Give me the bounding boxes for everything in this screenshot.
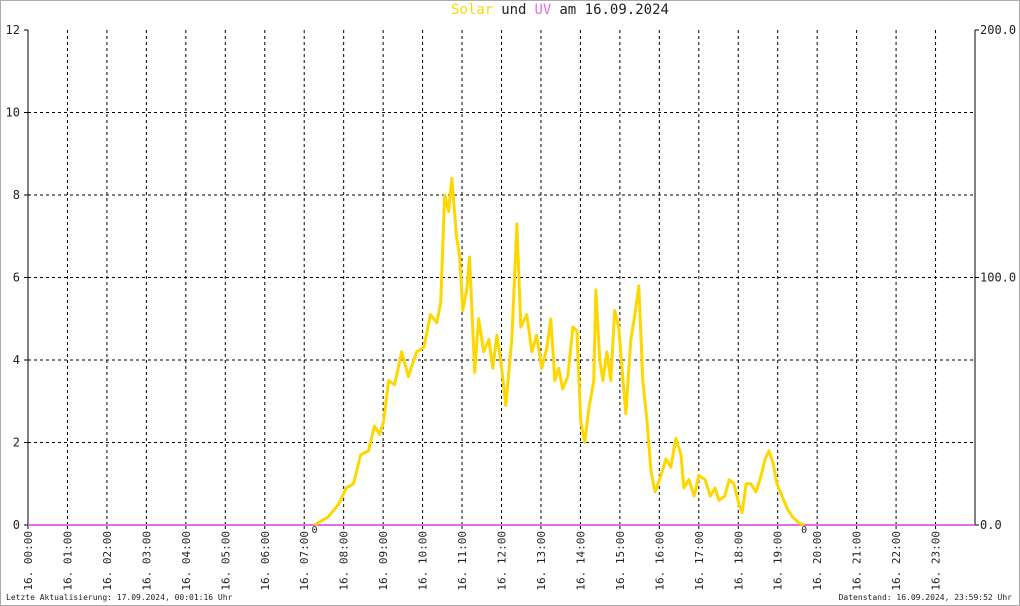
footer-left: Letzte Aktualisierung: 17.09.2024, 00:01… — [6, 593, 233, 602]
y-tick-label: 10 — [6, 106, 20, 120]
x-tick-label: 16. 19:00 — [772, 531, 785, 591]
x-tick-label: 16. 14:00 — [574, 531, 587, 591]
annotation: 0 — [311, 525, 317, 536]
y2-tick-label: 200.0 — [980, 23, 1016, 37]
x-tick-label: 16. 16:00 — [653, 531, 666, 591]
chart-title: Solar und UV am 16.09.2024 — [451, 2, 669, 18]
x-tick-label: 16. 09:00 — [377, 531, 390, 591]
x-tick-label: 16. 23:00 — [930, 531, 943, 591]
x-tick-label: 16. 05:00 — [219, 531, 232, 591]
x-tick-label: 16. 06:00 — [259, 531, 272, 591]
x-tick-label: 16. 21:00 — [851, 531, 864, 591]
x-tick-label: 16. 15:00 — [614, 531, 627, 591]
series-line — [313, 177, 805, 527]
title-part: Solar — [451, 2, 493, 18]
x-tick-label: 16. 17:00 — [693, 531, 706, 591]
title-part: am 16.09.2024 — [559, 2, 669, 18]
y-tick-label: 12 — [6, 23, 20, 37]
y2-tick-label: 0.0 — [980, 518, 1002, 532]
y-tick-label: 4 — [13, 353, 20, 367]
y2-tick-label: 100.0 — [980, 271, 1016, 285]
y-tick-label: 2 — [13, 436, 20, 450]
x-tick-label: 16. 01:00 — [61, 531, 74, 591]
x-tick-label: 16. 08:00 — [338, 531, 351, 591]
x-tick-label: 16. 11:00 — [456, 531, 469, 591]
x-tick-label: 16. 10:00 — [417, 531, 430, 591]
x-tick-label: 16. 07:00 — [298, 531, 311, 591]
x-tick-label: 16. 20:00 — [811, 531, 824, 591]
y-tick-label: 8 — [13, 188, 20, 202]
footer-right: Datenstand: 16.09.2024, 23:59:52 Uhr — [839, 593, 1013, 602]
x-tick-label: 16. 12:00 — [496, 531, 509, 591]
annotation: 0 — [801, 525, 807, 536]
x-tick-label: 16. 00:00 — [22, 531, 35, 591]
x-tick-label: 16. 03:00 — [140, 531, 153, 591]
x-tick-label: 16. 04:00 — [180, 531, 193, 591]
y-tick-label: 6 — [13, 271, 20, 285]
x-tick-label: 16. 22:00 — [890, 531, 903, 591]
title-part: und — [501, 2, 526, 18]
title-part: UV — [535, 2, 552, 18]
x-tick-label: 16. 13:00 — [535, 531, 548, 591]
x-tick-label: 16. 02:00 — [101, 531, 114, 591]
x-tick-label: 16. 18:00 — [732, 531, 745, 591]
y-tick-label: 0 — [13, 518, 20, 532]
